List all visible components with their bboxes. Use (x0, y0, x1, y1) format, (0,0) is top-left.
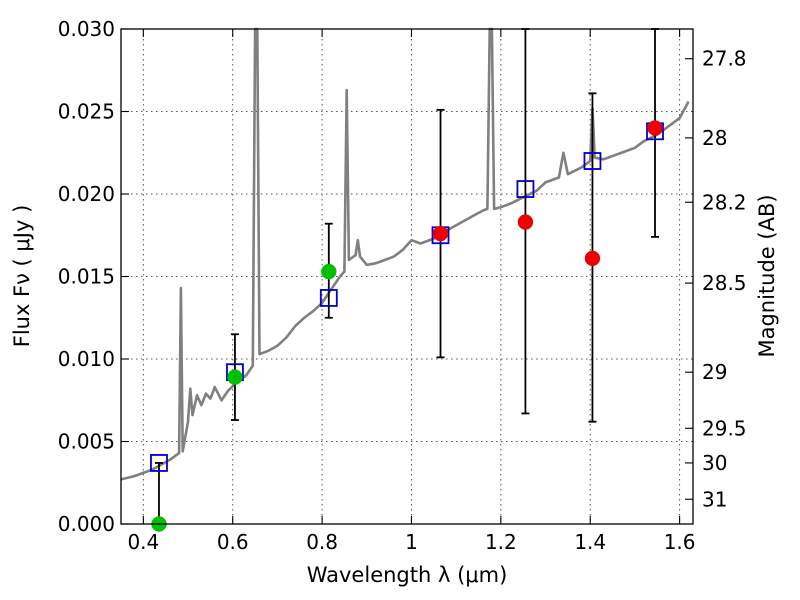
x-tick-label: 1 (405, 530, 418, 554)
model-square-marker (319, 289, 338, 307)
y2-tick-label: 31 (702, 487, 727, 511)
y2-tick-label: 28.5 (702, 271, 747, 295)
y2-tick-label: 28.2 (702, 190, 747, 214)
model-square-marker (516, 180, 535, 198)
y2-tick-label: 29.5 (702, 416, 747, 440)
green-data-point (227, 369, 243, 385)
data-markers (150, 120, 664, 532)
spectrum-series (120, 27, 690, 481)
spectrum-line (120, 27, 690, 481)
x-tick-label: 0.8 (306, 530, 338, 554)
y2-tick-label: 28 (702, 126, 727, 150)
green-data-point (321, 263, 337, 280)
x-axis-title: Wavelength λ (μm) (307, 563, 508, 587)
y-tick-label: 0.000 (58, 512, 115, 536)
y-tick-label: 0.025 (58, 100, 115, 124)
x-tick-label: 1.2 (485, 530, 517, 554)
axis-ticks: 0.4 0.6 0.8 1 1.2 1.4 1.6 0.000 0.005 0.010 0.015 0… (58, 17, 747, 554)
x-tick-label: 0.6 (217, 530, 249, 554)
y-tick-label: 0.030 (58, 17, 115, 41)
x-tick-label: 1.6 (664, 530, 696, 554)
red-data-point (647, 120, 663, 136)
x-tick-label: 1.4 (574, 530, 606, 554)
x-tick-label: 0.4 (127, 530, 159, 554)
y-tick-label: 0.020 (58, 182, 115, 206)
model-square-marker (583, 152, 602, 170)
grid-lines (121, 28, 693, 525)
y2-tick-label: 27.8 (702, 47, 747, 71)
y-tick-label: 0.015 (58, 265, 115, 289)
y-tick-label: 0.005 (58, 430, 115, 454)
red-data-point (517, 214, 534, 230)
red-data-point (584, 250, 601, 267)
red-data-point (432, 225, 449, 242)
y2-tick-label: 30 (702, 451, 727, 475)
model-square-marker (150, 454, 168, 472)
y-tick-label: 0.010 (58, 347, 115, 371)
y2-tick-label: 29 (702, 360, 727, 384)
y2-axis-title: Magnitude (AB) (755, 194, 779, 357)
y-axis-title: Flux Fν ( μJy ) (10, 205, 34, 348)
